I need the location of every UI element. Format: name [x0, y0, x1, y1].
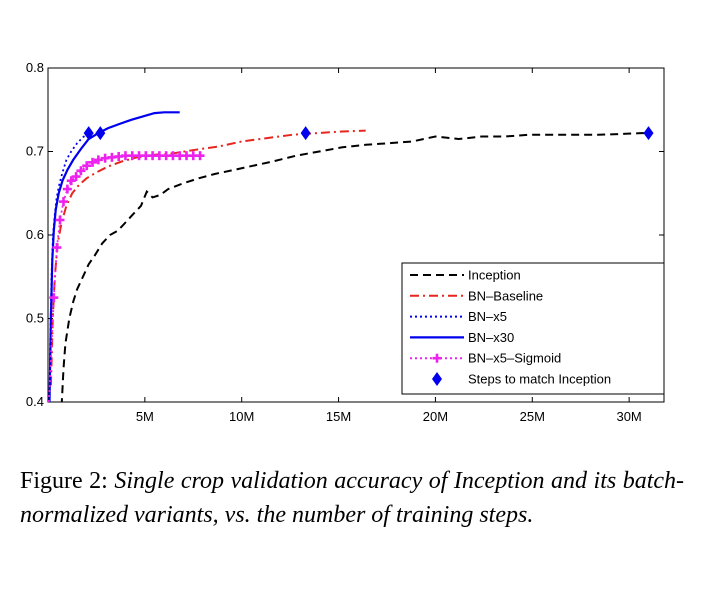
series-point-bn-x5-sigmoid — [82, 161, 92, 171]
legend-item-bn-x30: BN–x30 — [410, 330, 514, 345]
series-point-bn-x5-sigmoid — [49, 293, 59, 303]
series-point-bn-x5-sigmoid — [93, 155, 103, 165]
series-point-bn-x5-sigmoid — [52, 243, 62, 253]
series-point-bn-x5-sigmoid — [88, 157, 98, 167]
legend-item-bn-x5: BN–x5 — [410, 309, 507, 324]
legend-label: BN–x5 — [468, 309, 507, 324]
y-tick-label: 0.7 — [26, 144, 44, 159]
y-tick-label: 0.4 — [26, 394, 44, 409]
series-point-bn-x5-sigmoid — [58, 197, 68, 207]
legend-swatch-diamond — [432, 372, 442, 386]
caption-body: Single crop validation accuracy of Incep… — [20, 468, 685, 528]
legend-label: BN–x5–Sigmoid — [468, 351, 561, 366]
match-inception-marker — [95, 126, 106, 141]
series-point-bn-x5-sigmoid — [195, 151, 205, 161]
match-inception-marker — [643, 126, 654, 141]
match-inception-marker — [83, 126, 94, 141]
series-point-bn-x5-sigmoid — [76, 166, 86, 176]
series-point-bn-x5-sigmoid — [71, 172, 81, 182]
x-tick-label: 5M — [136, 409, 154, 424]
legend-item-bn-baseline: BN–Baseline — [410, 288, 543, 303]
legend-box — [401, 262, 665, 395]
y-tick-label: 0.6 — [26, 227, 44, 242]
axis-ticks: 5M 10M 15M 20M 25M 30M 0.4 0.5 0.6 0.7 0.8 — [26, 60, 664, 424]
legend-item-inception: Inception — [410, 268, 521, 283]
legend-label: Steps to match Inception — [468, 372, 611, 387]
y-tick-label: 0.8 — [26, 60, 44, 75]
figure-caption: Figure 2: Single crop validation accurac… — [20, 464, 684, 532]
legend-item-steps-to-match-inception: Steps to match Inception — [432, 372, 611, 387]
series-line-bn-x30 — [48, 111, 180, 402]
legend-label: BN–x30 — [468, 330, 514, 345]
y-tick-label: 0.5 — [26, 311, 44, 326]
series-point-bn-x5-sigmoid — [62, 184, 72, 194]
legend-swatch-plus — [432, 353, 442, 363]
caption-lead: Figure 2: — [20, 468, 108, 494]
series-point-bn-x5-sigmoid — [66, 176, 76, 186]
legend-label: BN–Baseline — [468, 288, 543, 303]
x-tick-label: 15M — [326, 409, 351, 424]
series-line-bn-baseline — [49, 129, 366, 386]
legend-label: Inception — [468, 268, 521, 283]
legend-item-bn-x5-sigmoid: BN–x5–Sigmoid — [410, 351, 561, 366]
match-inception-marker — [300, 126, 311, 141]
x-tick-label: 20M — [423, 409, 448, 424]
legend: Inception BN–Baseline BN–x5 BN–x30 BN–x5–Sig… — [401, 262, 665, 395]
match-markers — [83, 126, 654, 141]
series-point-bn-x5-sigmoid — [55, 215, 65, 225]
x-tick-label: 30M — [616, 409, 641, 424]
series-line-inception — [60, 132, 653, 402]
series-line-bn-x5-sigmoid — [48, 154, 201, 402]
x-tick-label: 10M — [229, 409, 254, 424]
x-tick-label: 25M — [520, 409, 545, 424]
series-layer — [48, 111, 653, 402]
